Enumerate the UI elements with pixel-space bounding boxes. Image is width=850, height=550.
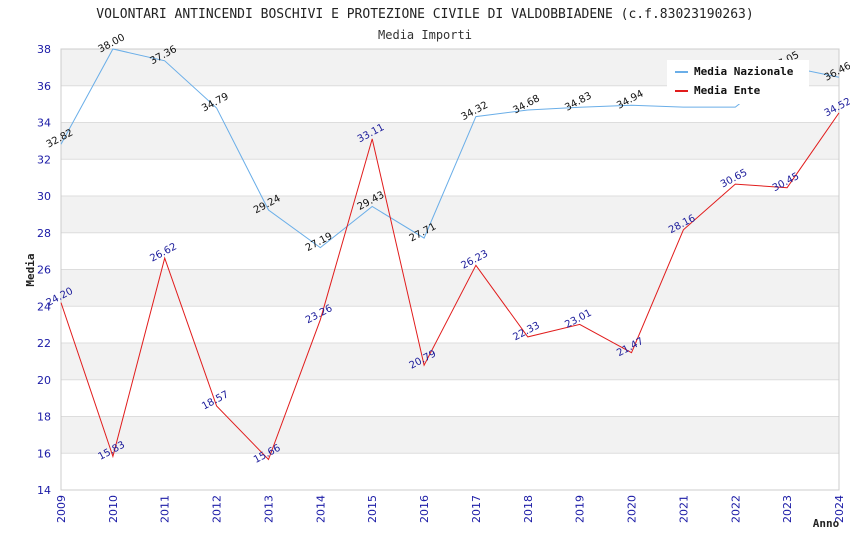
y-tick-label: 32 bbox=[37, 153, 51, 166]
x-tick-label: 2013 bbox=[262, 495, 275, 523]
x-tick-label: 2020 bbox=[626, 495, 639, 523]
legend-label-ente: Media Ente bbox=[694, 84, 761, 97]
data-label-ente: 30.45 bbox=[771, 171, 801, 194]
series-line-ente bbox=[60, 112, 840, 461]
grid-band bbox=[61, 122, 839, 160]
series-line-nazionale bbox=[60, 48, 840, 249]
x-tick-label: 2012 bbox=[211, 495, 224, 523]
y-tick-label: 38 bbox=[37, 43, 51, 56]
data-label-ente: 22.33 bbox=[511, 320, 541, 343]
y-tick-label: 30 bbox=[37, 190, 51, 203]
grid-band bbox=[61, 343, 839, 380]
y-tick-label: 16 bbox=[37, 447, 51, 460]
data-label-ente: 34.52 bbox=[823, 96, 850, 119]
x-tick-label: 2009 bbox=[55, 495, 68, 523]
data-label-nazionale: 34.79 bbox=[200, 91, 230, 114]
grid-band bbox=[61, 416, 839, 454]
x-tick-label: 2010 bbox=[107, 495, 120, 523]
y-axis-ticks: 14 16 18 20 22 24 26 28 30 32 34 36 38 bbox=[37, 43, 51, 497]
y-tick-label: 36 bbox=[37, 80, 51, 93]
y-tick-label: 14 bbox=[37, 484, 51, 497]
grid-band bbox=[61, 196, 839, 233]
y-tick-label: 28 bbox=[37, 227, 51, 240]
data-label-nazionale: 34.83 bbox=[563, 90, 593, 113]
data-label-ente: 23.01 bbox=[563, 308, 593, 331]
y-tick-label: 26 bbox=[37, 264, 51, 277]
legend: Media Nazionale Media Ente bbox=[667, 60, 809, 104]
x-tick-label: 2011 bbox=[159, 495, 172, 523]
data-label-ente: 30.65 bbox=[719, 167, 749, 190]
x-tick-label: 2016 bbox=[418, 495, 431, 523]
x-tick-label: 2022 bbox=[729, 495, 742, 523]
data-label-nazionale: 34.94 bbox=[615, 88, 645, 111]
y-tick-label: 20 bbox=[37, 374, 51, 387]
data-label-nazionale: 34.68 bbox=[511, 93, 541, 116]
grid-band bbox=[61, 269, 839, 307]
plot-frame bbox=[60, 48, 840, 491]
chart-subtitle: Media Importi bbox=[378, 28, 472, 42]
y-tick-label: 34 bbox=[37, 117, 51, 130]
x-tick-label: 2015 bbox=[366, 495, 379, 523]
x-tick-label: 2014 bbox=[314, 495, 327, 523]
data-label-ente: 18.57 bbox=[200, 389, 230, 412]
x-axis-label: Anno bbox=[813, 517, 840, 530]
y-tick-label: 22 bbox=[37, 337, 51, 350]
y-tick-label: 18 bbox=[37, 411, 51, 424]
x-tick-label: 2017 bbox=[470, 495, 483, 523]
x-tick-label: 2018 bbox=[522, 495, 535, 523]
x-tick-label: 2021 bbox=[677, 495, 690, 523]
legend-box bbox=[667, 60, 809, 104]
x-axis-ticks: 2009 2010 2011 2012 2013 2014 2015 2016 2017 2018… bbox=[55, 495, 846, 523]
x-tick-label: 2024 bbox=[833, 495, 846, 523]
x-tick-label: 2019 bbox=[574, 495, 587, 523]
y-axis-label: Media bbox=[24, 253, 37, 286]
y-tick-label: 24 bbox=[37, 300, 51, 313]
series-layer bbox=[60, 48, 840, 461]
chart-title: VOLONTARI ANTINCENDI BOSCHIVI E PROTEZIO… bbox=[96, 7, 753, 22]
legend-label-nazionale: Media Nazionale bbox=[694, 65, 794, 78]
data-label-nazionale: 27.19 bbox=[304, 231, 334, 254]
x-tick-label: 2023 bbox=[781, 495, 794, 523]
